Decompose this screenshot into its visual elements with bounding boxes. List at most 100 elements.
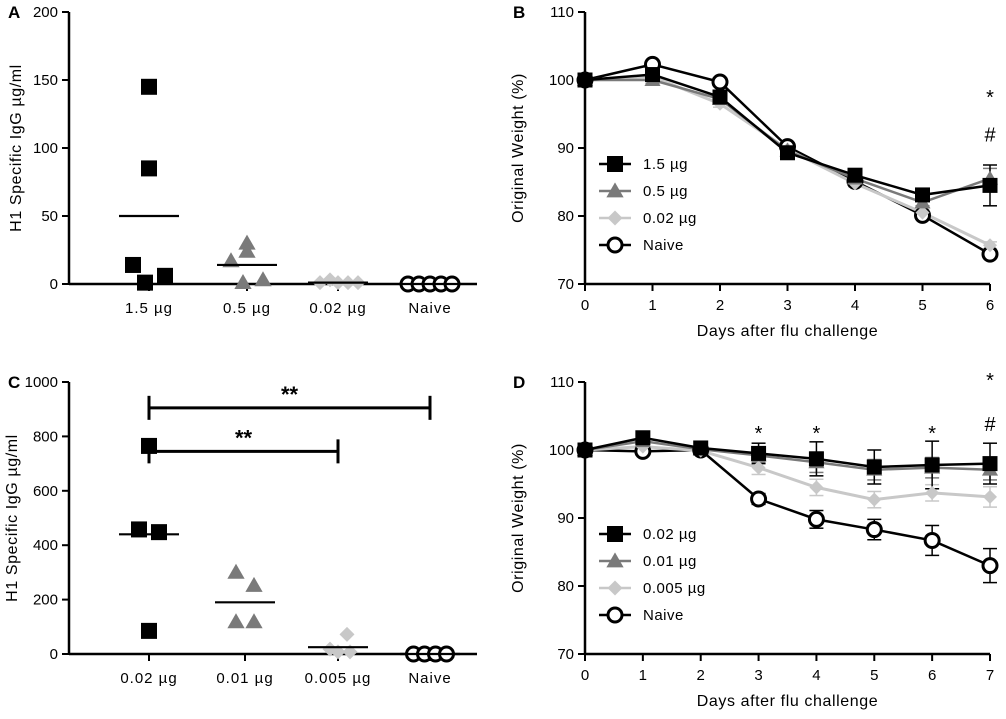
panel-letter: C [8,373,20,392]
y-tick-label: 200 [33,592,58,609]
x-tick-label: 6 [986,297,994,314]
significance-mark: # [984,414,996,436]
legend-label: Naive [643,607,684,624]
data-point [924,457,940,473]
data-point [222,252,240,268]
legend-label: 0.01 µg [643,553,697,570]
panel-letter: A [8,3,20,22]
legend-marker [606,606,624,624]
y-tick-label: 600 [33,483,58,500]
y-tick-label: 90 [557,510,574,527]
data-point [866,459,882,475]
data-point [577,72,593,88]
x-tick-label: 1.5 µg [125,300,173,317]
legend-label: 0.5 µg [643,183,688,200]
x-axis-label: Days after flu challenge [697,693,879,710]
y-axis-label: Original Weight (%) [510,73,527,223]
series-line [584,445,991,502]
y-tick-label: 110 [550,374,574,391]
panel-letter: B [513,3,525,22]
legend-marker [607,156,623,172]
legend-marker [606,236,624,254]
data-point [807,510,825,528]
y-tick-label: 100 [549,72,574,89]
data-point [234,274,252,290]
data-point [915,205,930,220]
y-tick-label: 0 [50,646,58,663]
series-line [584,439,991,471]
x-tick-label: 4 [812,667,820,684]
x-tick-label: Naive [408,300,451,317]
data-point [923,531,941,549]
data-point [751,445,767,461]
data-point [847,167,863,183]
data-point [915,187,930,203]
panel-A: A 0 50 100 150 200 H1 Specific IgG µg/ml 1.5 µg… [8,3,477,317]
data-point [339,626,355,642]
significance-label: ** [281,382,299,407]
y-tick-label: 80 [557,208,574,225]
data-point [982,177,998,193]
y-tick-label: 110 [550,4,574,21]
x-tick-label: 1 [648,297,656,314]
x-tick-label: 1 [639,667,647,684]
panel-B: B 70 80 90 100 110 Original Weight (%) 0 1 2 3 4 5 6 D… [510,3,999,340]
legend-label: Naive [643,237,684,254]
data-point [254,271,272,287]
legend-marker [607,526,623,542]
data-point [693,440,709,456]
data-point [141,160,157,177]
significance-mark: # [984,124,996,146]
data-point [141,78,157,95]
significance-label: ** [235,425,253,450]
y-tick-label: 90 [557,140,574,157]
y-tick-label: 800 [33,428,58,445]
x-tick-label: 6 [928,667,936,684]
x-tick-label: 5 [918,297,926,314]
data-point [809,480,824,495]
y-tick-label: 1000 [25,374,58,391]
panel-D: D 70 80 90 100 110 Original Weight (%) 0 1 2 3 4 5 6 7… [510,370,999,710]
x-tick-label: 0.5 µg [223,300,271,317]
y-tick-label: 100 [549,442,574,459]
y-tick-label: 70 [557,646,574,663]
x-tick-label: 0 [581,667,589,684]
data-point [157,267,173,284]
legend-marker [606,182,624,198]
data-point [125,256,141,273]
x-tick-label: 2 [716,297,724,314]
x-tick-label: 3 [783,297,791,314]
series-line [584,73,991,197]
data-point [982,456,998,472]
y-axis-label: Original Weight (%) [510,443,527,593]
y-tick-label: 200 [33,4,58,21]
x-tick-label: 0.02 µg [309,300,366,317]
significance-mark: * [755,423,763,445]
x-tick-label: 4 [851,297,859,314]
data-point [141,622,157,639]
x-tick-label: 7 [986,667,994,684]
legend-label: 1.5 µg [643,156,688,173]
significance-mark: * [986,370,994,392]
data-point [238,242,256,258]
data-point [227,613,245,629]
y-axis-label: H1 Specific IgG µg/ml [4,434,21,602]
data-point [238,234,256,250]
x-tick-label: 0 [581,297,589,314]
x-tick-label: 5 [870,667,878,684]
x-tick-label: 0.02 µg [120,670,177,687]
data-point [712,89,728,105]
y-axis-label: H1 Specific IgG µg/ml [8,64,25,232]
data-point [137,274,153,291]
data-point [865,521,883,539]
legend-label: 0.02 µg [643,526,697,543]
data-point [751,460,766,475]
data-point [577,442,593,458]
x-tick-label: 3 [754,667,762,684]
data-point [925,485,940,500]
data-point [983,238,997,253]
y-tick-label: 50 [41,208,58,225]
data-point [131,521,147,538]
y-tick-label: 150 [33,72,58,89]
